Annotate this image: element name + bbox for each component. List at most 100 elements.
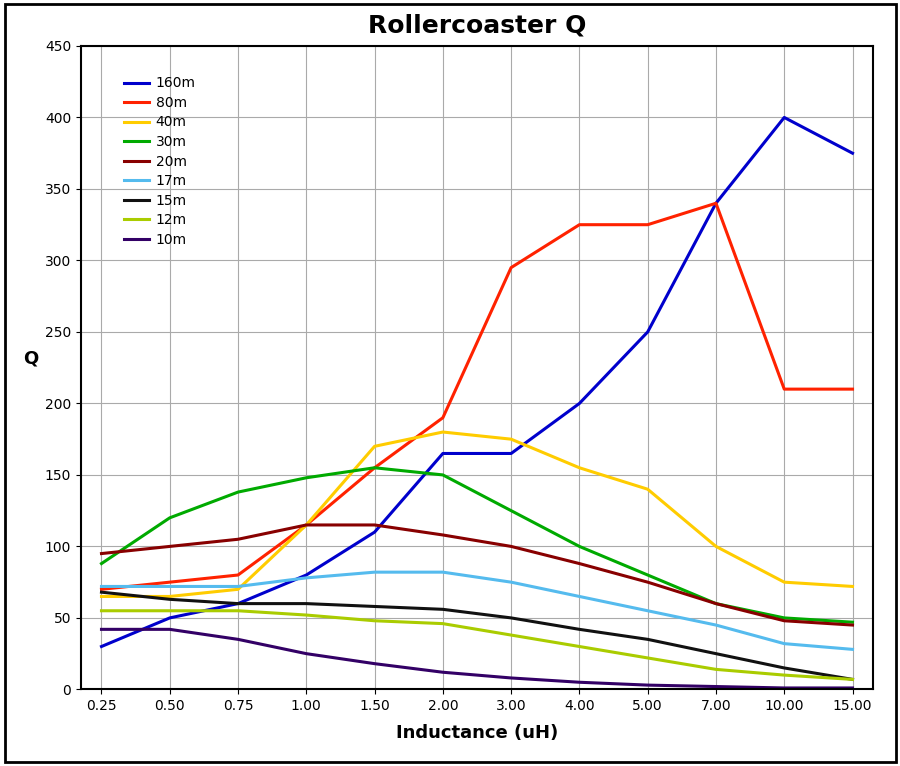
17m xyxy=(847,645,858,654)
20m xyxy=(165,542,176,551)
15m xyxy=(96,588,107,597)
160m xyxy=(301,571,311,580)
10m xyxy=(301,649,311,658)
20m xyxy=(301,520,311,529)
30m xyxy=(643,571,653,580)
15m xyxy=(711,649,722,658)
40m xyxy=(165,592,176,601)
15m xyxy=(369,602,380,611)
80m xyxy=(96,584,107,594)
10m xyxy=(643,680,653,689)
Line: 17m: 17m xyxy=(102,572,852,650)
12m xyxy=(778,670,789,679)
80m xyxy=(301,520,311,529)
80m xyxy=(574,220,585,229)
160m xyxy=(506,449,517,458)
15m xyxy=(232,599,243,608)
40m xyxy=(232,584,243,594)
10m xyxy=(369,659,380,668)
80m xyxy=(506,263,517,272)
10m xyxy=(506,673,517,683)
160m xyxy=(232,599,243,608)
15m xyxy=(506,614,517,623)
30m xyxy=(301,473,311,483)
17m xyxy=(232,582,243,591)
Title: Rollercoaster Q: Rollercoaster Q xyxy=(368,13,586,37)
160m xyxy=(778,113,789,122)
80m xyxy=(711,198,722,208)
80m xyxy=(778,385,789,394)
30m xyxy=(847,617,858,627)
17m xyxy=(437,568,448,577)
30m xyxy=(96,559,107,568)
Line: 15m: 15m xyxy=(102,592,852,679)
Line: 20m: 20m xyxy=(102,525,852,625)
160m xyxy=(643,327,653,336)
40m xyxy=(437,427,448,437)
15m xyxy=(778,663,789,673)
30m xyxy=(165,513,176,522)
20m xyxy=(643,578,653,587)
40m xyxy=(574,463,585,473)
30m xyxy=(437,470,448,480)
10m xyxy=(778,683,789,692)
20m xyxy=(437,530,448,539)
40m xyxy=(847,582,858,591)
Line: 160m: 160m xyxy=(102,117,852,647)
20m xyxy=(369,520,380,529)
17m xyxy=(165,582,176,591)
12m xyxy=(506,630,517,640)
12m xyxy=(369,616,380,625)
15m xyxy=(643,635,653,644)
10m xyxy=(574,678,585,687)
30m xyxy=(232,487,243,496)
12m xyxy=(574,642,585,651)
80m xyxy=(643,220,653,229)
17m xyxy=(369,568,380,577)
20m xyxy=(778,616,789,625)
17m xyxy=(96,582,107,591)
X-axis label: Inductance (uH): Inductance (uH) xyxy=(396,724,558,742)
30m xyxy=(574,542,585,551)
12m xyxy=(711,665,722,674)
10m xyxy=(437,668,448,677)
20m xyxy=(232,535,243,544)
10m xyxy=(847,683,858,692)
15m xyxy=(847,675,858,684)
30m xyxy=(711,599,722,608)
160m xyxy=(847,149,858,158)
12m xyxy=(165,606,176,615)
80m xyxy=(165,578,176,587)
10m xyxy=(96,625,107,634)
160m xyxy=(96,642,107,651)
160m xyxy=(165,614,176,623)
12m xyxy=(301,611,311,620)
80m xyxy=(847,385,858,394)
10m xyxy=(232,635,243,644)
160m xyxy=(437,449,448,458)
12m xyxy=(847,675,858,684)
Line: 30m: 30m xyxy=(102,468,852,622)
40m xyxy=(301,520,311,529)
20m xyxy=(847,620,858,630)
12m xyxy=(437,619,448,628)
Line: 12m: 12m xyxy=(102,611,852,679)
80m xyxy=(232,571,243,580)
30m xyxy=(778,614,789,623)
17m xyxy=(301,573,311,582)
30m xyxy=(369,463,380,473)
20m xyxy=(574,559,585,568)
17m xyxy=(506,578,517,587)
20m xyxy=(96,549,107,558)
80m xyxy=(369,463,380,473)
10m xyxy=(711,682,722,691)
Line: 80m: 80m xyxy=(102,203,852,589)
40m xyxy=(96,592,107,601)
40m xyxy=(506,434,517,444)
80m xyxy=(437,413,448,422)
17m xyxy=(711,620,722,630)
40m xyxy=(369,442,380,451)
30m xyxy=(506,506,517,516)
40m xyxy=(711,542,722,551)
Line: 10m: 10m xyxy=(102,630,852,688)
